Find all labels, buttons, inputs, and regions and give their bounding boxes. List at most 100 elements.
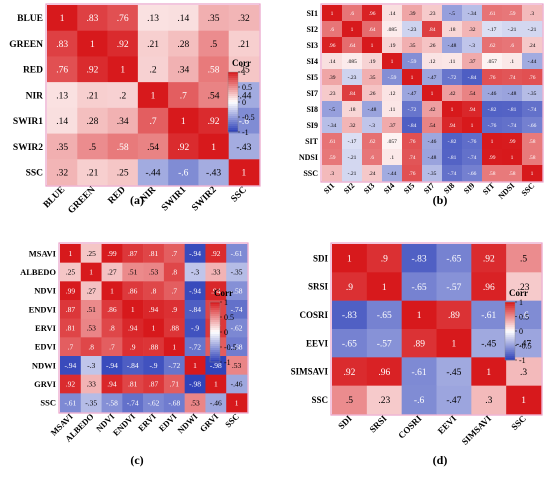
legend-tick-label: -0.5: [224, 343, 237, 352]
heatmap-cell: [482, 165, 503, 182]
heatmap-cell: [482, 117, 503, 134]
legend-swatch: [210, 342, 220, 345]
legend-swatch: [228, 118, 238, 121]
cell-value-label: .53: [149, 268, 159, 277]
heatmap-cell: [502, 37, 523, 54]
cell-value-label: -.44: [145, 168, 160, 178]
heatmap-cell: [322, 69, 343, 86]
legend-swatch: [505, 302, 515, 305]
heatmap-cell: [442, 53, 463, 70]
cell-value-label: .84: [429, 27, 436, 33]
heatmap-cell: [226, 262, 248, 282]
cell-value-label: 1: [347, 254, 352, 264]
heatmap-cell: [522, 117, 543, 134]
legend-tick-label: 1: [242, 68, 246, 77]
heatmap-cell: [462, 53, 483, 70]
heatmap-cell: [322, 5, 343, 22]
legend-swatch: [210, 306, 220, 309]
heatmap-cell: [101, 244, 123, 263]
cell-value-label: .13: [56, 91, 68, 101]
cell-value-label: .23: [429, 11, 436, 17]
heatmap-cell: [471, 357, 507, 386]
legend-swatch: [228, 82, 238, 85]
heatmap-cell: [322, 101, 343, 118]
heatmap-cell: [332, 385, 368, 415]
heatmap-cell: [422, 117, 443, 134]
heatmap-cell: [184, 300, 206, 319]
heatmap-cell: [522, 21, 543, 38]
legend-swatch: [505, 350, 515, 353]
cell-value-label: .12: [429, 59, 436, 65]
cell-value-label: 1: [486, 368, 491, 378]
cell-value-label: -.83: [412, 254, 427, 264]
heatmap-cell: [382, 53, 403, 70]
heatmap-cell: [184, 337, 206, 357]
cell-value-label: -.61: [64, 398, 76, 407]
cell-value-label: -.65: [377, 311, 392, 321]
legend-swatch: [228, 74, 238, 77]
heatmap-cell: [107, 133, 139, 160]
row-label: SI7: [306, 89, 318, 98]
legend-swatch: [210, 302, 220, 305]
legend-swatch: [505, 356, 515, 359]
heatmap-cell: [462, 5, 483, 22]
heatmap-cell: [163, 262, 185, 282]
row-label: RED: [23, 66, 43, 76]
row-label: SI4: [306, 57, 318, 66]
cell-value-label: .12: [389, 91, 396, 97]
cell-value-label: .61: [329, 139, 336, 145]
cell-value-label: .42: [429, 107, 436, 113]
heatmap-cell: [522, 165, 543, 182]
heatmap-cell: [47, 107, 78, 134]
cell-value-label: .59: [509, 11, 516, 17]
heatmap-cell: [436, 272, 472, 301]
legend-swatch: [228, 96, 238, 99]
cell-value-label: -.72: [408, 107, 417, 113]
legend-swatch: [505, 342, 515, 345]
cell-value-label: -.94: [189, 249, 201, 258]
cell-value-label: .99: [66, 286, 76, 295]
heatmap-cell: [322, 149, 343, 166]
heatmap-cell: [462, 133, 483, 150]
heatmap-cell: [101, 337, 123, 357]
row-label: SSC: [311, 395, 328, 405]
heatmap-cell: [362, 149, 383, 166]
heatmap-cell: [322, 133, 343, 150]
column-label: GRVI: [198, 411, 221, 434]
heatmap-cell: [226, 374, 248, 394]
row-label: NDSI: [299, 153, 318, 162]
heatmap-cell: [502, 5, 523, 22]
heatmap-cell: [60, 300, 82, 319]
legend-swatch: [210, 354, 220, 357]
heatmap-panel-2: 1.6.96.14.39.23 -.5 -.34.61.59.3.6 1.64.085…: [299, 3, 544, 207]
cell-value-label: .8: [109, 324, 115, 333]
legend-tick-label: 0: [519, 327, 523, 336]
cell-value-label: -.84: [127, 361, 139, 370]
cell-value-label: -.48: [448, 43, 457, 49]
legend-swatch: [505, 358, 515, 361]
heatmap-cell: [402, 133, 423, 150]
cell-value-label: .94: [449, 123, 456, 129]
row-label: ENDVI: [29, 304, 57, 314]
row-label: SI3: [306, 41, 318, 50]
legend-tick-label: 0.5: [224, 313, 234, 322]
heatmap-cell: [184, 318, 206, 338]
heatmap-cell: [471, 385, 507, 415]
column-label: SI1: [322, 181, 337, 196]
heatmap-cell: [198, 107, 230, 134]
cell-value-label: .085: [347, 59, 357, 65]
cell-value-label: .35: [56, 143, 68, 153]
cell-value-label: -.6: [414, 396, 425, 406]
cell-value-label: .37: [469, 59, 476, 65]
cell-value-label: .89: [448, 311, 460, 321]
heatmap-cell: [422, 53, 443, 70]
heatmap-cell: [80, 356, 102, 375]
heatmap-cell: [366, 244, 402, 273]
cell-value-label: -.21: [348, 155, 357, 161]
legend-title: Corr: [509, 288, 528, 298]
cell-value-label: .6: [330, 27, 334, 33]
heatmap-cell: [402, 5, 423, 22]
cell-value-label: .33: [211, 268, 221, 277]
heatmap-cell: [366, 329, 402, 358]
heatmap-cell: [502, 101, 523, 118]
